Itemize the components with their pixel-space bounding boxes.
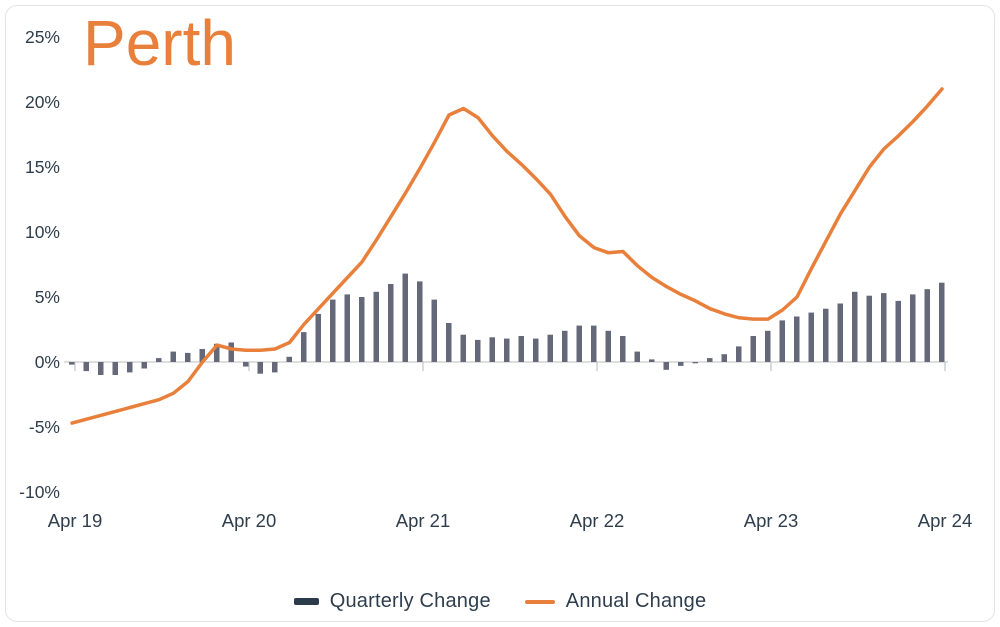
quarterly-change-bar (359, 297, 365, 362)
quarterly-change-bar (910, 294, 916, 362)
quarterly-change-bar (547, 334, 553, 362)
quarterly-change-bar (750, 336, 756, 362)
quarterly-change-bar (692, 362, 698, 364)
chart-card (5, 5, 995, 622)
quarterly-change-bar (518, 336, 524, 362)
y-tick-label: -10% (19, 482, 60, 502)
y-tick-label: 25% (25, 27, 60, 47)
quarterly-change-bar (431, 299, 437, 362)
quarterly-change-bar (475, 339, 481, 362)
y-tick-label: 10% (25, 222, 60, 242)
quarterly-change-bar (837, 303, 843, 362)
quarterly-change-bar (257, 362, 263, 374)
quarterly-change-bar (489, 337, 495, 362)
x-tick-label: Apr 24 (918, 510, 973, 531)
legend-label-annual: Annual Change (565, 590, 707, 612)
quarterly-change-bar (199, 349, 205, 362)
quarterly-change-bar (83, 362, 89, 372)
quarterly-change-bar (620, 336, 626, 362)
quarterly-change-bar (373, 291, 379, 362)
quarterly-change-bar (315, 313, 321, 362)
quarterly-change-bar (243, 362, 249, 367)
quarterly-change-bar (765, 330, 771, 362)
x-tick-label: Apr 23 (744, 510, 799, 531)
x-tick-label: Apr 19 (48, 510, 103, 531)
quarterly-change-bar (808, 312, 814, 362)
quarterly-change-bar (634, 351, 640, 362)
quarterly-change-bar (388, 284, 394, 362)
quarterly-change-bar (678, 362, 684, 366)
x-tick-label: Apr 22 (570, 510, 625, 531)
annual-change-line (70, 87, 944, 425)
quarterly-change-bar (866, 295, 872, 362)
quarterly-change-bar (156, 358, 162, 362)
quarterly-change-bar (736, 346, 742, 362)
quarterly-change-bar (779, 320, 785, 362)
quarterly-change-bar (721, 354, 727, 362)
quarterly-change-bar (895, 300, 901, 362)
chart-title: Perth (83, 7, 236, 79)
x-tick-label: Apr 21 (396, 510, 451, 531)
quarterly-swatch-icon (293, 598, 319, 605)
quarterly-change-bar (881, 293, 887, 362)
quarterly-change-bar (605, 330, 611, 362)
quarterly-change-bar (272, 362, 278, 373)
quarterly-change-bar (69, 362, 75, 365)
quarterly-change-bar (649, 359, 655, 362)
quarterly-change-bar (939, 282, 945, 362)
quarterly-change-bar (301, 332, 307, 362)
quarterly-change-bar (141, 362, 147, 369)
quarterly-change-bar (98, 362, 104, 375)
quarterly-change-bar (576, 325, 582, 362)
quarterly-change-bar (533, 338, 539, 362)
quarterly-change-bar (707, 358, 713, 362)
quarterly-change-bar (446, 323, 452, 362)
y-tick-label: -5% (29, 417, 60, 437)
quarterly-change-bar (402, 273, 408, 362)
quarterly-change-bar (591, 325, 597, 362)
quarterly-change-bar (185, 352, 191, 362)
chart-legend: Quarterly Change Annual Change (0, 590, 1000, 613)
annual-swatch-icon (524, 599, 555, 604)
quarterly-change-bar (228, 342, 234, 362)
quarterly-change-bar (286, 356, 292, 362)
quarterly-change-bar (170, 351, 176, 362)
quarterly-change-bar (794, 316, 800, 362)
quarterly-change-bar (330, 299, 336, 362)
quarterly-change-bar (214, 343, 220, 362)
legend-item-annual: Annual Change (524, 590, 707, 613)
quarterly-change-bar (562, 330, 568, 362)
quarterly-change-bar (924, 289, 930, 362)
y-tick-label: 0% (35, 352, 60, 372)
quarterly-change-bar (344, 294, 350, 362)
y-tick-label: 15% (25, 157, 60, 177)
legend-item-quarterly: Quarterly Change (293, 590, 491, 613)
x-tick-label: Apr 20 (222, 510, 277, 531)
legend-label-quarterly: Quarterly Change (329, 590, 491, 612)
quarterly-change-bar (460, 334, 466, 362)
quarterly-change-bar (504, 338, 510, 362)
quarterly-change-bar (823, 308, 829, 362)
quarterly-change-bar (663, 362, 669, 370)
quarterly-change-bar (417, 281, 423, 362)
y-tick-label: 20% (25, 92, 60, 112)
quarterly-change-bar (127, 362, 133, 373)
quarterly-change-bar (112, 362, 118, 375)
y-tick-label: 5% (35, 287, 60, 307)
quarterly-change-bar (852, 291, 858, 362)
